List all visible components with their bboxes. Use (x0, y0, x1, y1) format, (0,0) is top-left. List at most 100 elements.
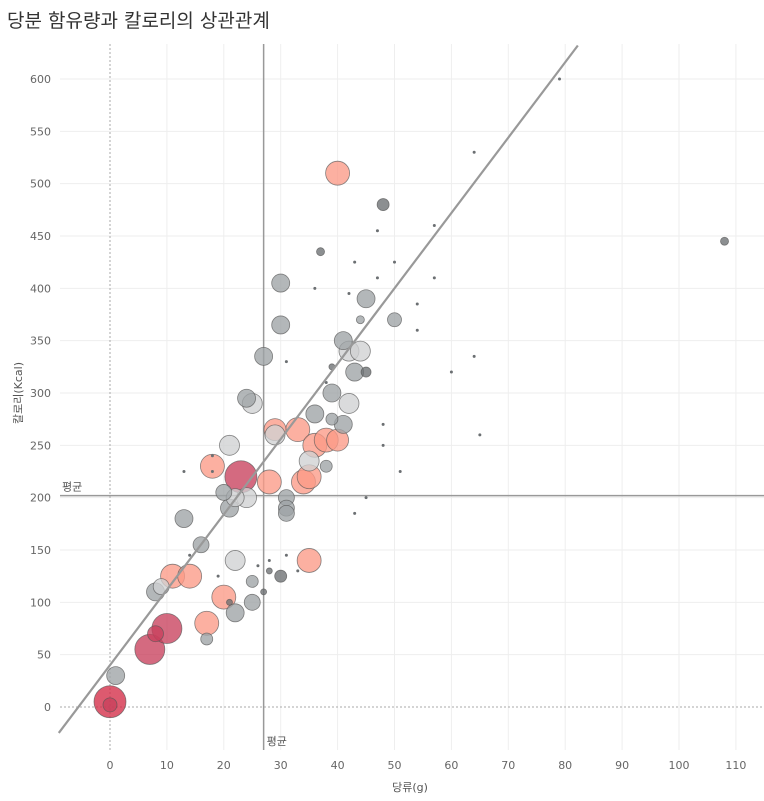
x-tick-label: 30 (274, 759, 288, 772)
data-point (152, 578, 170, 596)
y-tick-label: 150 (30, 544, 51, 557)
data-point (260, 588, 268, 596)
data-point (182, 469, 186, 473)
trend-line (57, 44, 579, 734)
data-point (284, 553, 288, 557)
chart-title: 당분 함유량과 칼로리의 상관관계 (7, 10, 270, 32)
y-average-label: 평균 (62, 481, 82, 494)
data-point (265, 567, 273, 575)
data-point (325, 412, 339, 426)
data-point (106, 666, 126, 685)
data-point (356, 289, 376, 309)
data-point (316, 247, 325, 257)
grid-lines (60, 44, 764, 750)
data-point (449, 370, 453, 374)
x-tick-label: 70 (501, 759, 515, 772)
data-point (305, 404, 325, 424)
data-points (93, 77, 729, 719)
x-tick-label: 100 (669, 759, 690, 772)
data-point (324, 381, 328, 385)
data-point (333, 331, 353, 351)
data-point (264, 424, 286, 446)
data-point (219, 434, 240, 456)
tick-labels: 0 10 20 30 40 50 60 70 80 90 100 110 0 50 100 150 200 250… (30, 73, 746, 772)
data-point (375, 276, 379, 280)
data-point (398, 469, 402, 473)
data-point (415, 302, 419, 306)
x-axis-title: 당류(g) (392, 781, 428, 794)
y-tick-label: 250 (30, 439, 51, 452)
data-point (313, 286, 317, 290)
data-point (376, 198, 390, 211)
x-tick-label: 10 (160, 759, 174, 772)
y-tick-label: 0 (44, 701, 51, 714)
data-point (177, 563, 203, 589)
data-point (381, 443, 385, 447)
data-point (256, 469, 282, 495)
x-tick-label: 50 (388, 759, 402, 772)
y-tick-label: 600 (30, 73, 51, 86)
data-point (215, 484, 233, 501)
y-tick-label: 400 (30, 282, 51, 295)
data-point (102, 697, 118, 713)
x-tick-label: 20 (217, 759, 231, 772)
data-point (319, 459, 333, 473)
y-tick-label: 500 (30, 178, 51, 191)
data-point (338, 393, 360, 414)
data-point (375, 229, 379, 233)
y-tick-label: 350 (30, 335, 51, 348)
data-point (393, 260, 396, 264)
data-point (188, 553, 192, 557)
data-point (360, 366, 372, 378)
y-axis-title: 칼로리(Kcal) (12, 362, 25, 424)
data-point (254, 346, 274, 366)
data-point (284, 360, 288, 364)
data-point (274, 569, 288, 583)
data-point (322, 383, 342, 403)
data-point (472, 150, 476, 154)
y-tick-label: 300 (30, 387, 51, 400)
data-point (210, 454, 214, 458)
data-point (210, 469, 214, 473)
data-point (558, 77, 562, 81)
trend-line-group (57, 44, 579, 734)
data-point (296, 548, 322, 573)
data-point (720, 236, 729, 246)
data-point (432, 276, 436, 280)
data-point (355, 315, 365, 325)
data-point (298, 450, 320, 472)
data-point (267, 558, 271, 562)
data-point (472, 354, 476, 358)
y-tick-label: 100 (30, 596, 51, 609)
x-tick-label: 90 (615, 759, 629, 772)
data-point (478, 433, 482, 437)
data-point (271, 273, 291, 293)
data-point (243, 593, 261, 611)
data-point (364, 496, 368, 500)
data-point (277, 504, 295, 522)
y-tick-label: 550 (30, 125, 51, 138)
y-tick-label: 200 (30, 492, 51, 505)
data-point (432, 224, 436, 228)
y-tick-label: 450 (30, 230, 51, 243)
x-tick-label: 40 (331, 759, 345, 772)
x-tick-label: 110 (725, 759, 746, 772)
data-point (225, 603, 245, 623)
x-tick-label: 60 (444, 759, 458, 772)
data-point (296, 569, 300, 573)
data-point (224, 550, 246, 571)
data-point (381, 422, 385, 426)
data-point (237, 388, 256, 408)
x-tick-label: 80 (558, 759, 572, 772)
data-point (226, 598, 233, 606)
data-point (353, 260, 357, 264)
data-point (353, 511, 357, 515)
x-tick-label: 0 (107, 759, 114, 772)
zero-lines (60, 44, 764, 750)
data-point (256, 564, 260, 568)
data-point (271, 315, 291, 335)
data-point (194, 610, 220, 636)
data-point (347, 292, 351, 296)
